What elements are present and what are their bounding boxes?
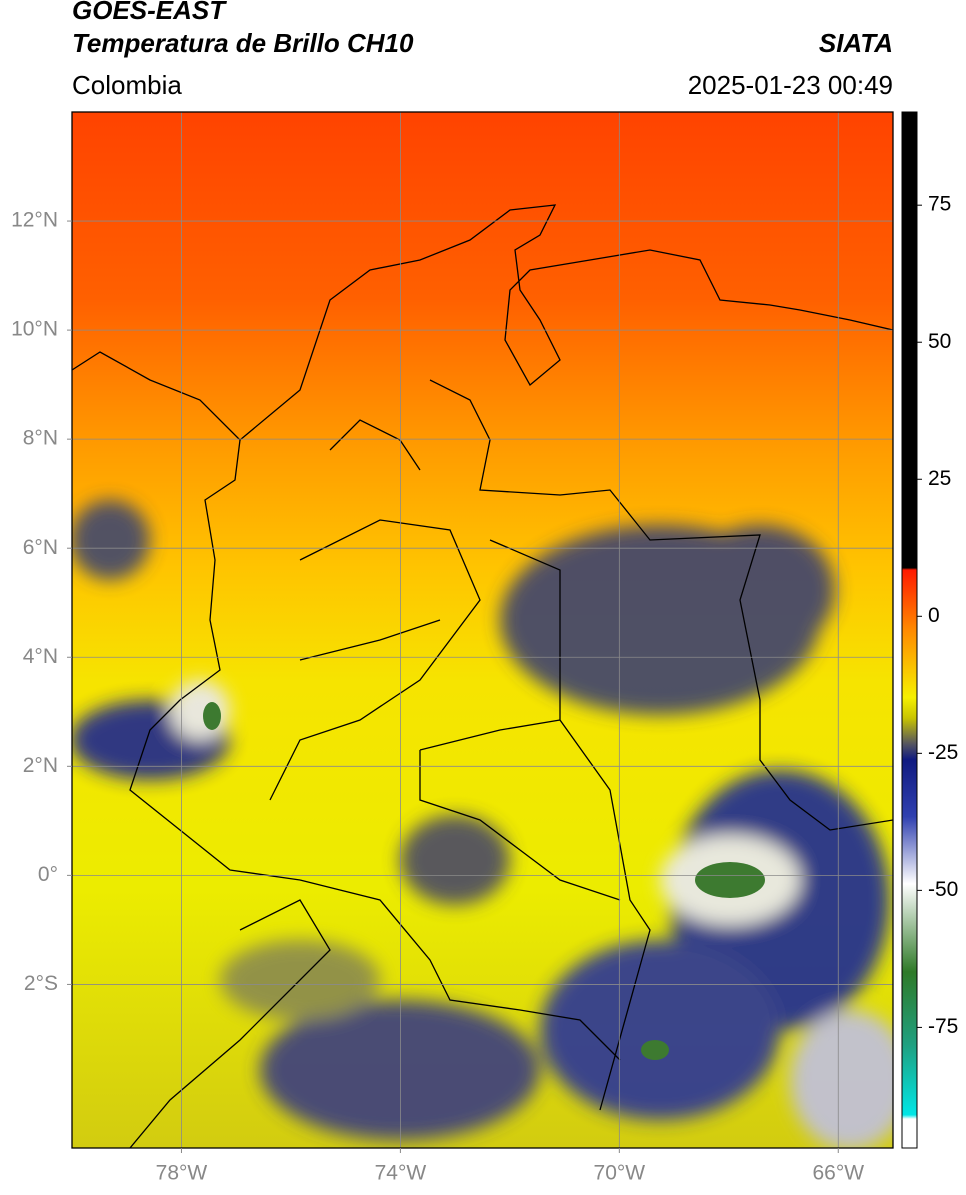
subtitle: Temperatura de Brillo CH10 [72, 28, 414, 58]
colorbar-tick-label: -75 [928, 1015, 958, 1038]
colorbar-tick-label: 75 [928, 193, 951, 216]
x-tick-label: 66°W [812, 1162, 864, 1185]
y-tick-label: 0° [38, 863, 58, 886]
colorbar-tick-label: -50 [928, 878, 958, 901]
y-tick-label: 2°N [23, 754, 58, 777]
y-tick-label: 6°N [23, 536, 58, 559]
colorbar-tick-label: 25 [928, 467, 951, 490]
y-tick-label: 2°S [24, 972, 58, 995]
title: GOES-EAST [72, 0, 227, 25]
datetime: 2025-01-23 00:49 [688, 70, 893, 100]
region: Colombia [72, 70, 182, 100]
source: SIATA [819, 28, 893, 58]
x-tick-label: 74°W [375, 1162, 427, 1185]
x-tick-label: 70°W [594, 1162, 646, 1185]
y-tick-label: 8°N [23, 427, 58, 450]
y-tick-label: 10°N [11, 318, 58, 341]
x-tick-label: 78°W [156, 1162, 208, 1185]
y-tick-label: 12°N [11, 209, 58, 232]
y-tick-label: 4°N [23, 645, 58, 668]
colorbar [901, 111, 918, 1149]
colorbar-tick-label: -25 [928, 741, 958, 764]
map-frame [71, 111, 894, 1149]
colorbar-tick-label: 0 [928, 604, 940, 627]
colorbar-tick-label: 50 [928, 330, 951, 353]
map-image [72, 112, 893, 1148]
